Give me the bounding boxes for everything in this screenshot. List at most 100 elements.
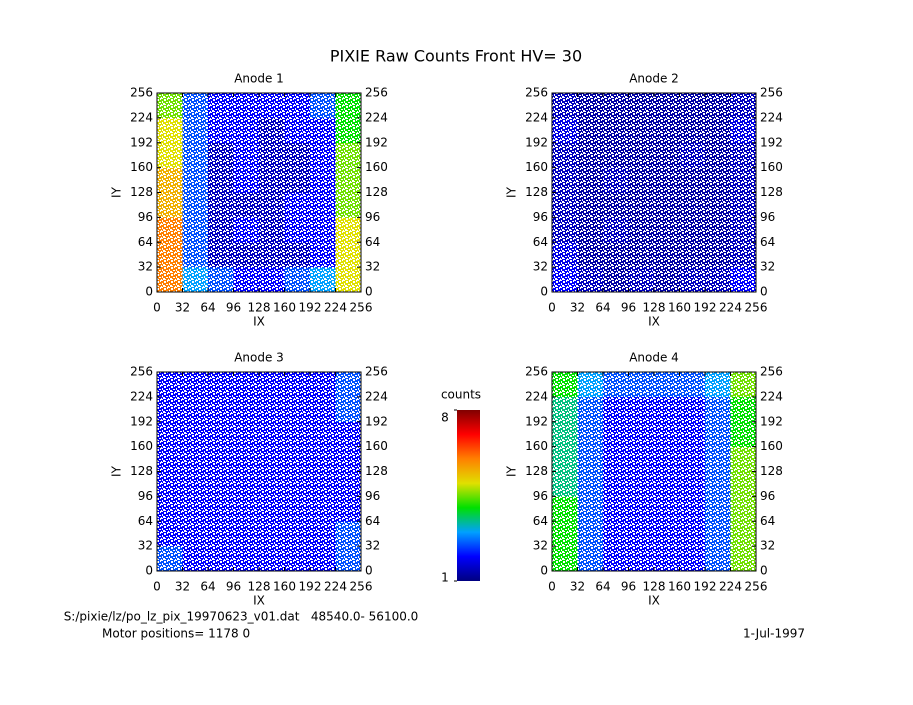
speckle xyxy=(157,372,361,571)
x-tick-label: 32 xyxy=(175,580,190,594)
y-tick-label: 192 xyxy=(130,414,153,428)
y-tick-label: 0 xyxy=(145,564,153,578)
y-tick-label-right: 160 xyxy=(760,160,783,174)
y-tick-label-right: 128 xyxy=(365,464,388,478)
x-tick-label: 224 xyxy=(719,580,742,594)
y-tick-label-right: 256 xyxy=(365,86,388,100)
y-tick-label: 224 xyxy=(525,389,548,403)
chart-title: PIXIE Raw Counts Front HV= 30 xyxy=(330,47,582,66)
y-tick-label: 128 xyxy=(130,185,153,199)
y-tick-label-right: 256 xyxy=(760,86,783,100)
y-tick-label-right: 0 xyxy=(760,285,768,299)
y-tick-label-right: 32 xyxy=(760,539,775,553)
y-tick-label-right: 32 xyxy=(760,260,775,274)
y-tick-label-right: 0 xyxy=(365,564,373,578)
y-tick-label-right: 32 xyxy=(365,539,380,553)
x-tick-label: 192 xyxy=(299,580,322,594)
y-tick-label-right: 192 xyxy=(760,135,783,149)
y-tick-label: 128 xyxy=(130,464,153,478)
panel-title: Anode 3 xyxy=(234,351,284,365)
x-tick-label: 0 xyxy=(548,580,556,594)
y-tick-label-right: 64 xyxy=(760,514,775,528)
y-tick-label: 96 xyxy=(138,210,153,224)
y-tick-label-right: 64 xyxy=(760,235,775,249)
x-tick-label: 160 xyxy=(668,301,691,315)
y-tick-label-right: 160 xyxy=(760,439,783,453)
y-tick-label: 160 xyxy=(130,160,153,174)
x-tick-label: 64 xyxy=(595,301,610,315)
footer-date: 1-Jul-1997 xyxy=(743,627,805,641)
x-tick-label: 64 xyxy=(200,580,215,594)
y-tick-label: 192 xyxy=(525,135,548,149)
y-tick-label-right: 256 xyxy=(760,365,783,379)
y-tick-label-right: 96 xyxy=(760,489,775,503)
speckle xyxy=(157,93,361,292)
x-tick-label: 224 xyxy=(324,580,347,594)
y-tick-label: 0 xyxy=(540,564,548,578)
y-tick-label: 32 xyxy=(138,539,153,553)
x-tick-label: 0 xyxy=(153,580,161,594)
x-tick-label: 96 xyxy=(226,580,241,594)
y-tick-label: 0 xyxy=(540,285,548,299)
y-tick-label: 64 xyxy=(533,235,548,249)
y-tick-label: 160 xyxy=(525,160,548,174)
y-tick-label: 96 xyxy=(533,210,548,224)
x-tick-label: 32 xyxy=(175,301,190,315)
x-axis-label: IX xyxy=(253,315,265,329)
x-tick-label: 128 xyxy=(248,580,271,594)
x-tick-label: 96 xyxy=(621,580,636,594)
x-tick-label: 128 xyxy=(643,301,666,315)
x-tick-label: 96 xyxy=(621,301,636,315)
y-tick-label-right: 0 xyxy=(760,564,768,578)
footer-motor: Motor positions= 1178 0 xyxy=(102,627,250,641)
x-axis-label: IX xyxy=(648,315,660,329)
y-tick-label-right: 32 xyxy=(365,260,380,274)
y-tick-label-right: 64 xyxy=(365,514,380,528)
x-tick-label: 96 xyxy=(226,301,241,315)
y-tick-label-right: 96 xyxy=(365,210,380,224)
x-tick-label: 160 xyxy=(273,301,296,315)
y-tick-label: 0 xyxy=(145,285,153,299)
y-tick-label: 160 xyxy=(130,439,153,453)
x-tick-label: 128 xyxy=(248,301,271,315)
y-tick-label-right: 128 xyxy=(760,185,783,199)
speckle xyxy=(552,372,756,571)
x-tick-label: 192 xyxy=(694,580,717,594)
y-tick-label: 32 xyxy=(533,539,548,553)
y-tick-label-right: 224 xyxy=(760,389,783,403)
y-tick-label-right: 192 xyxy=(760,414,783,428)
y-tick-label: 128 xyxy=(525,464,548,478)
y-axis-label: IY xyxy=(110,465,124,477)
y-tick-label: 256 xyxy=(525,365,548,379)
y-tick-label-right: 160 xyxy=(365,439,388,453)
y-tick-label: 256 xyxy=(130,86,153,100)
y-tick-label: 64 xyxy=(138,514,153,528)
y-tick-label-right: 224 xyxy=(365,389,388,403)
y-tick-label: 32 xyxy=(138,260,153,274)
x-tick-label: 256 xyxy=(745,580,768,594)
y-tick-label-right: 160 xyxy=(365,160,388,174)
y-tick-label: 256 xyxy=(130,365,153,379)
footer-file: S:/pixie/lz/po_lz_pix_19970623_v01.dat 4… xyxy=(64,610,419,624)
y-tick-label: 32 xyxy=(533,260,548,274)
y-axis-label: IY xyxy=(110,186,124,198)
x-tick-label: 64 xyxy=(595,580,610,594)
x-tick-label: 256 xyxy=(350,580,373,594)
x-tick-label: 192 xyxy=(299,301,322,315)
y-tick-label: 192 xyxy=(130,135,153,149)
y-tick-label-right: 96 xyxy=(365,489,380,503)
panel-title: Anode 1 xyxy=(234,72,284,86)
colorbar-tick-label: 1 xyxy=(441,571,449,585)
x-tick-label: 224 xyxy=(324,301,347,315)
y-tick-label: 224 xyxy=(130,389,153,403)
y-tick-label-right: 256 xyxy=(365,365,388,379)
y-tick-label-right: 64 xyxy=(365,235,380,249)
x-tick-label: 32 xyxy=(570,580,585,594)
y-tick-label-right: 224 xyxy=(760,110,783,124)
x-tick-label: 0 xyxy=(153,301,161,315)
colorbar xyxy=(457,410,480,581)
y-tick-label-right: 128 xyxy=(760,464,783,478)
speckle xyxy=(552,93,756,292)
y-tick-label: 64 xyxy=(533,514,548,528)
